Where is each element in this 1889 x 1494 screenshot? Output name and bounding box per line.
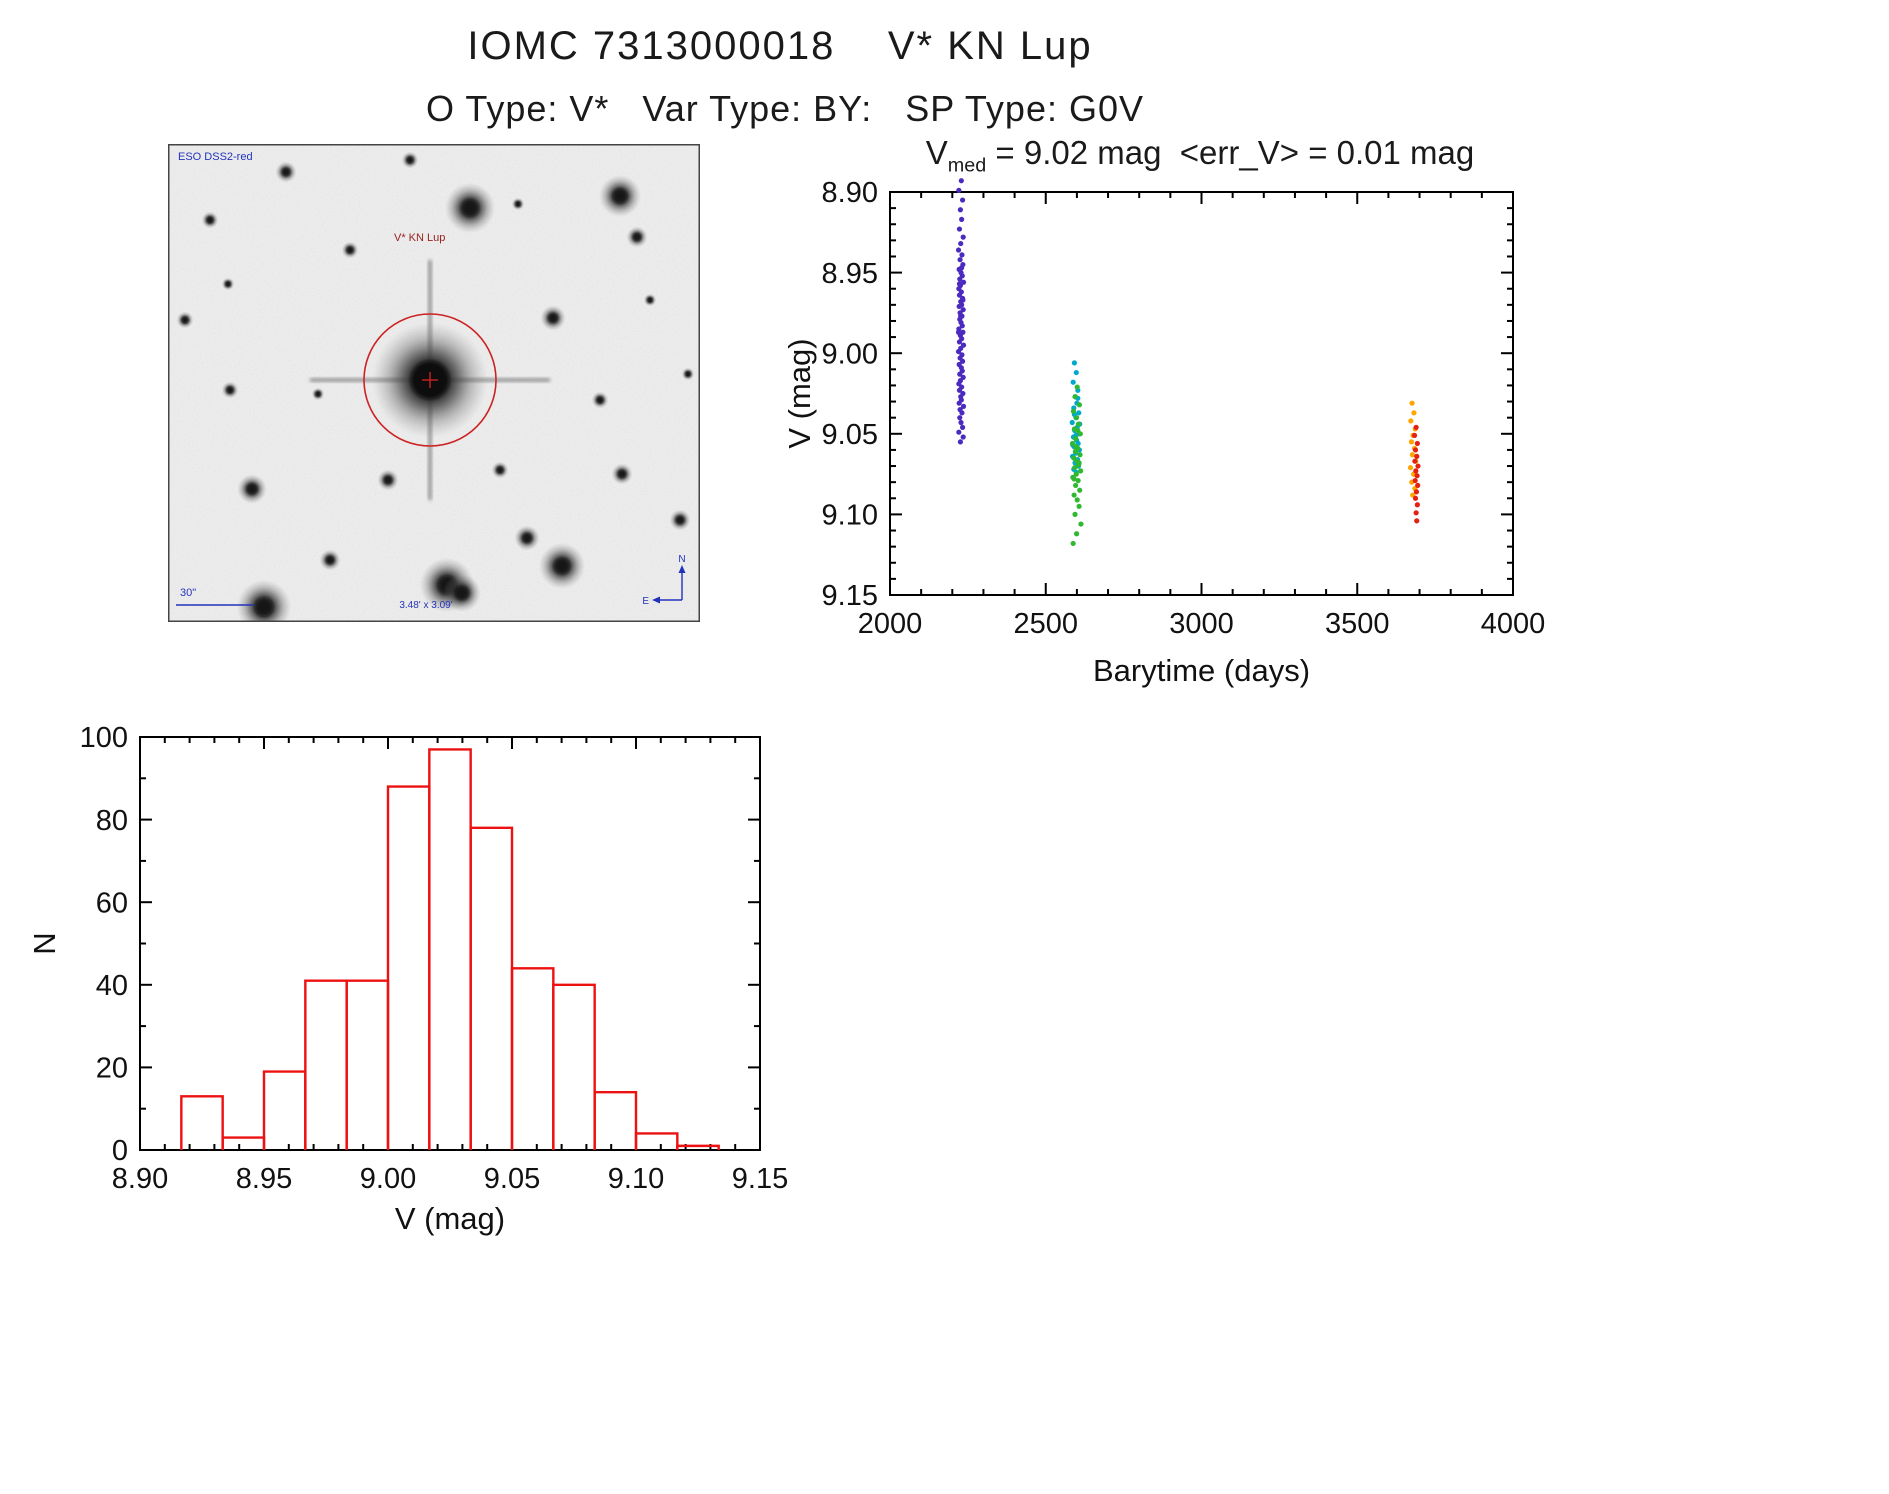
histogram-bars	[180, 748, 720, 1150]
lightcurve-y-tick-label: 9.00	[822, 338, 878, 370]
histogram-axes	[139, 736, 761, 1151]
histogram-bar	[428, 748, 472, 1150]
histogram-x-tick-label: 9.05	[484, 1163, 540, 1195]
scale-label: 30"	[180, 587, 196, 599]
lightcurve-y-tick-label: 8.95	[822, 258, 878, 290]
histogram-bar	[510, 967, 555, 1150]
lightcurve-title-sub: med	[947, 154, 987, 177]
lightcurve-x-tick-label: 3500	[1325, 608, 1390, 640]
lightcurve-series-epoch2-green	[1069, 384, 1084, 547]
histogram-x-tick-label: 9.15	[732, 1163, 788, 1195]
finding-chart-image: ESO DSS2-red V* KN Lup 30" 3.48' x 3.09' N E	[168, 144, 700, 635]
histogram-y-tick-label: 20	[96, 1053, 128, 1085]
survey-label: ESO DSS2-red	[178, 151, 253, 163]
histogram-bar	[634, 1132, 679, 1150]
lightcurve-x-tick-label: 3000	[1169, 608, 1234, 640]
histogram-y-tick-label: 80	[96, 805, 128, 837]
fov-label: 3.48' x 3.09'	[399, 600, 452, 611]
histogram-bar	[469, 826, 514, 1150]
lightcurve-axes	[889, 191, 1514, 596]
histogram-bar	[180, 1095, 224, 1150]
histogram-x-tick-label: 8.90	[112, 1163, 168, 1195]
histogram-x-tick-label: 9.10	[608, 1163, 664, 1195]
lightcurve-y-axis-label: V (mag)	[782, 338, 817, 448]
finding-chart: ESO DSS2-red V* KN Lup 30" 3.48' x 3.09' N E	[168, 144, 700, 635]
lightcurve-y-tick-label: 9.10	[822, 500, 878, 532]
lightcurve-title-v: V	[925, 134, 948, 171]
lightcurve-y-tick-label: 8.90	[822, 177, 878, 209]
lightcurve-x-tick-label: 4000	[1481, 608, 1546, 640]
page-subtitle: O Type: V* Var Type: BY: SP Type: G0V	[425, 88, 1145, 129]
histogram-bar	[593, 1090, 638, 1150]
histogram-x-axis-label: V (mag)	[395, 1201, 505, 1236]
histogram-bar	[304, 979, 348, 1150]
histogram-bar	[221, 1136, 266, 1150]
histogram-bar	[345, 979, 390, 1150]
lightcurve-plot: 2000 2500 3000 3500 4000 8.90 8.95 9.00 9.05 9.10…	[782, 177, 1546, 688]
histogram-bar	[552, 983, 596, 1150]
histogram-y-axis-label: N	[30, 932, 62, 954]
lightcurve-series-epoch3-red	[1411, 424, 1421, 524]
histogram-y-tick-label: 40	[96, 970, 128, 1002]
lightcurve-series-epoch1-violet	[955, 178, 967, 445]
lightcurve-y-tick-label: 9.15	[822, 580, 878, 612]
page-title: IOMC 7313000018 V* KN Lup	[467, 24, 1093, 68]
compass-north-label: N	[678, 554, 685, 565]
finding-chart-frame	[168, 144, 700, 622]
histogram-bar	[262, 1070, 307, 1150]
histogram-bar	[676, 1144, 720, 1150]
histogram-y-tick-label: 0	[112, 1135, 128, 1167]
histogram-y-tick-label: 100	[80, 722, 128, 754]
lightcurve-x-tick-label: 2500	[1013, 608, 1078, 640]
lightcurve-y-tick-label: 9.05	[822, 419, 878, 451]
compass-east-label: E	[642, 596, 649, 607]
histogram-x-tick-label: 9.00	[360, 1163, 416, 1195]
compass-icon	[652, 565, 686, 604]
histogram-x-tick-label: 8.95	[236, 1163, 292, 1195]
lightcurve-x-tick-label: 2000	[858, 608, 923, 640]
lightcurve-x-axis-label: Barytime (days)	[1093, 653, 1310, 688]
lightcurve-title-rest: = 9.02 mag <err_V> = 0.01 mag	[986, 134, 1475, 171]
histogram-bar	[386, 785, 431, 1150]
histogram-y-tick-label: 60	[96, 887, 128, 919]
histogram-plot: 8.90 8.95 9.00 9.05 9.10 9.15 0 20 40 60 80 100 V (m…	[30, 722, 788, 1236]
target-circle	[363, 313, 497, 447]
lightcurve-title: Vmed = 9.02 mag <err_V> = 0.01 mag	[875, 134, 1525, 178]
target-label: V* KN Lup	[394, 232, 445, 244]
